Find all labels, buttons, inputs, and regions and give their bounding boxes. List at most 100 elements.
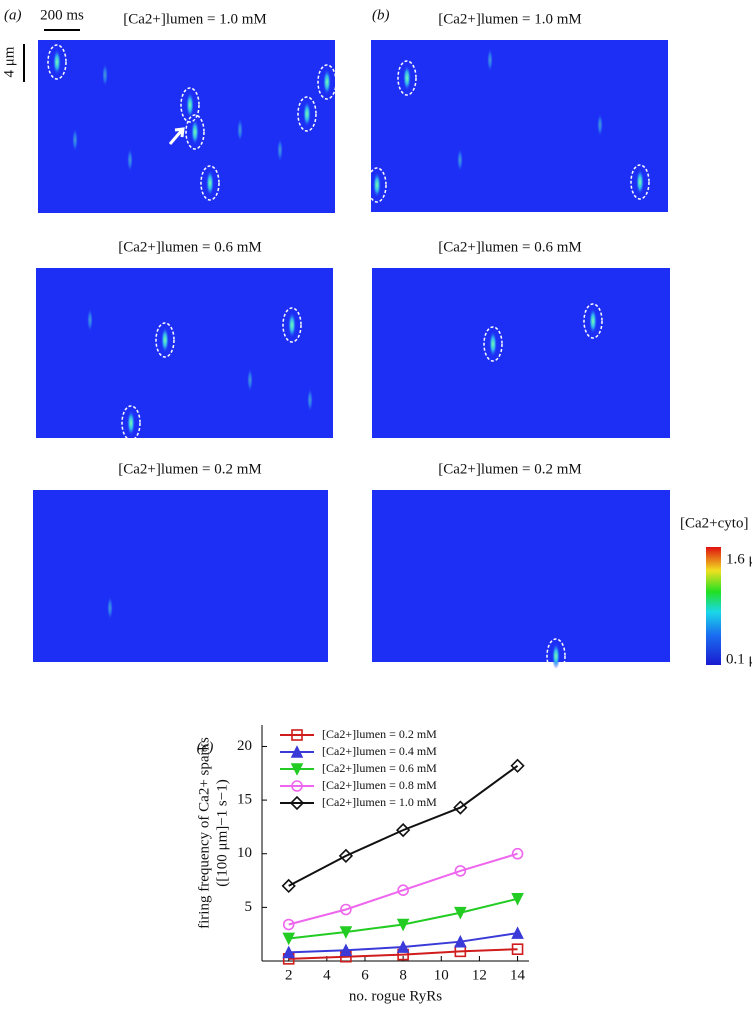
panel-title: [Ca2+]lumen = 1.0 mM bbox=[123, 11, 267, 27]
legend-label: [Ca2+]lumen = 0.4 mM bbox=[322, 744, 437, 758]
x-tick-label: 14 bbox=[510, 967, 526, 983]
spark bbox=[303, 101, 311, 127]
series-line bbox=[288, 948, 518, 960]
panel-title: [Ca2+]lumen = 0.2 mM bbox=[438, 461, 582, 477]
faint-spark bbox=[87, 308, 93, 332]
marker bbox=[454, 934, 467, 948]
x-tick-label: 8 bbox=[399, 967, 407, 983]
spark-outline bbox=[367, 167, 387, 203]
y-tick-label: 15 bbox=[237, 792, 252, 808]
heatmap bbox=[371, 40, 668, 212]
spark-outline bbox=[317, 64, 337, 100]
marker bbox=[396, 918, 410, 932]
spark-outline bbox=[297, 96, 317, 132]
spark bbox=[589, 308, 597, 334]
spark-outline bbox=[47, 44, 67, 80]
marker bbox=[510, 758, 525, 773]
marker bbox=[454, 906, 467, 920]
colorbar-max: 1.6 μM bbox=[726, 551, 752, 567]
spark bbox=[186, 92, 194, 118]
marker bbox=[290, 763, 304, 776]
faint-spark bbox=[247, 368, 253, 392]
y-tick-label: 20 bbox=[237, 738, 252, 754]
series-line bbox=[288, 897, 518, 940]
marker bbox=[290, 745, 304, 758]
spark-outline bbox=[180, 87, 200, 123]
legend-label: [Ca2+]lumen = 0.8 mM bbox=[322, 778, 437, 792]
marker bbox=[289, 795, 305, 811]
spark-outline bbox=[583, 303, 603, 339]
marker bbox=[338, 848, 354, 864]
faint-spark bbox=[102, 63, 108, 87]
spark bbox=[161, 327, 169, 353]
marker bbox=[454, 865, 467, 877]
spark-outline bbox=[200, 165, 220, 201]
faint-spark bbox=[107, 596, 113, 620]
panel-title: [Ca2+]lumen = 1.0 mM bbox=[438, 11, 582, 27]
x-tick-label: 10 bbox=[434, 967, 449, 983]
arrow bbox=[168, 127, 185, 145]
heatmap bbox=[36, 268, 333, 438]
spark-outline bbox=[397, 60, 417, 96]
faint-spark bbox=[487, 48, 493, 72]
marker bbox=[291, 780, 303, 792]
spark bbox=[288, 312, 296, 338]
spark bbox=[636, 169, 644, 195]
series-line bbox=[288, 764, 519, 887]
legend-label: [Ca2+]lumen = 0.2 mM bbox=[322, 727, 437, 741]
panel-label: (c) bbox=[197, 739, 214, 755]
faint-spark bbox=[72, 128, 78, 152]
x-tick-label: 6 bbox=[361, 967, 369, 983]
marker bbox=[339, 943, 353, 957]
faint-spark bbox=[457, 148, 463, 172]
panel-label: (a) bbox=[4, 7, 22, 23]
spark-outline bbox=[155, 322, 175, 358]
colorbar-title: [Ca2+cyto] bbox=[680, 515, 748, 531]
marker bbox=[291, 729, 303, 741]
legend-label: [Ca2+]lumen = 1.0 mM bbox=[322, 795, 437, 809]
spark-outline bbox=[630, 164, 650, 200]
marker bbox=[511, 847, 524, 860]
y-tick-label: 5 bbox=[245, 899, 253, 915]
space-scale-label: 4 μm bbox=[1, 46, 17, 77]
marker bbox=[282, 945, 295, 959]
x-axis-label: no. rogue RyRs bbox=[349, 988, 442, 1004]
y-axis-label: ([100 μm]−1 s−1) bbox=[214, 779, 230, 886]
faint-spark bbox=[597, 113, 603, 137]
marker bbox=[282, 918, 295, 931]
series-line bbox=[288, 852, 518, 926]
marker bbox=[281, 878, 296, 894]
spark-outline bbox=[546, 638, 566, 674]
spark bbox=[489, 331, 497, 357]
spark bbox=[206, 170, 214, 196]
y-axis-label: firing frequency of Ca2+ sparks bbox=[196, 737, 212, 929]
faint-spark bbox=[277, 138, 283, 162]
spark bbox=[403, 65, 411, 91]
marker bbox=[396, 940, 410, 953]
spark-outline bbox=[185, 114, 205, 150]
panel-title: [Ca2+]lumen = 0.6 mM bbox=[118, 239, 262, 255]
legend-label: [Ca2+]lumen = 0.6 mM bbox=[322, 761, 437, 775]
marker bbox=[453, 800, 468, 815]
time-scale-label: 200 ms bbox=[40, 7, 84, 23]
spark-outline bbox=[121, 405, 141, 441]
heatmap bbox=[33, 490, 328, 662]
panel-title: [Ca2+]lumen = 0.2 mM bbox=[118, 461, 262, 477]
heatmap bbox=[372, 268, 670, 438]
x-tick-label: 4 bbox=[323, 967, 331, 983]
marker bbox=[340, 903, 352, 916]
marker bbox=[282, 932, 295, 946]
marker bbox=[511, 892, 524, 906]
panel-title: [Ca2+]lumen = 0.6 mM bbox=[438, 239, 582, 255]
panel-label: (b) bbox=[372, 7, 390, 23]
x-tick-label: 2 bbox=[285, 967, 293, 983]
marker bbox=[511, 926, 524, 939]
spark bbox=[552, 643, 560, 669]
spark bbox=[373, 172, 381, 198]
spark-outline bbox=[483, 326, 503, 362]
spark bbox=[191, 119, 199, 145]
spark bbox=[53, 49, 61, 75]
y-tick-label: 10 bbox=[237, 845, 252, 861]
x-tick-label: 12 bbox=[472, 967, 487, 983]
